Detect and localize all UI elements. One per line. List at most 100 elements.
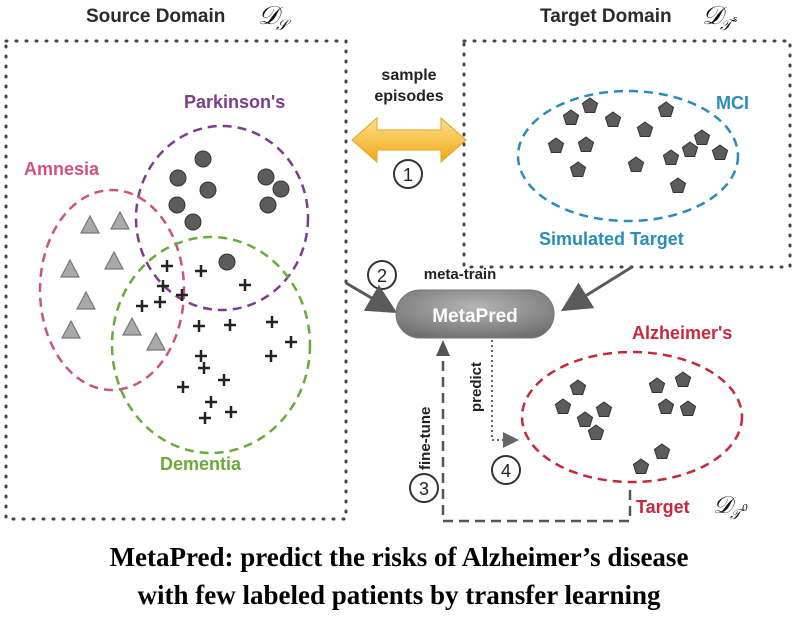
step-4-badge: 4 xyxy=(491,455,521,485)
amnesia-cluster xyxy=(38,188,186,392)
mci-point xyxy=(636,121,654,137)
metapred-node: MetaPred xyxy=(395,289,555,339)
alzheimers-cluster xyxy=(520,350,744,484)
sample-label-line2: episodes xyxy=(374,88,443,105)
parkinsons-point xyxy=(259,196,277,214)
dementia-point xyxy=(136,300,148,312)
source-domain-subscript: 𝒮 xyxy=(276,18,292,34)
fine-tune-label: fine-tune xyxy=(417,407,434,470)
dementia-point xyxy=(161,260,173,272)
amnesia-point xyxy=(146,331,166,351)
parkinsons-point xyxy=(168,196,186,214)
parkinsons-point xyxy=(169,169,187,187)
step-4-number: 4 xyxy=(501,461,511,481)
target-domain-box xyxy=(462,39,792,269)
dementia-label: Dementia xyxy=(160,454,242,474)
source-domain-box xyxy=(4,39,348,521)
dementia-points xyxy=(136,260,297,424)
mci-cluster xyxy=(516,89,740,223)
parkinsons-point xyxy=(194,150,212,168)
mci-point xyxy=(662,149,680,165)
target-to-metapred-arrow xyxy=(560,265,633,312)
mci-point xyxy=(577,136,595,152)
mci-label: MCI xyxy=(716,93,749,113)
predict-label: predict xyxy=(468,362,485,412)
alzheimers-point xyxy=(648,377,666,393)
fine-tune-arrowhead xyxy=(436,340,450,356)
parkinsons-point xyxy=(257,168,275,186)
step-1-badge: 1 xyxy=(393,159,423,189)
mci-point xyxy=(681,141,699,157)
source-domain-title-text: Source Domain xyxy=(86,6,225,27)
dementia-point xyxy=(195,350,207,362)
dementia-point xyxy=(205,396,217,408)
alzheimers-point xyxy=(576,411,594,427)
dementia-point xyxy=(266,316,278,328)
parkinsons-point xyxy=(218,253,236,271)
dementia-point xyxy=(177,381,189,393)
source-to-metapred-arrow xyxy=(345,281,398,314)
source-domain-title: Source Domain 𝒟 𝒮 xyxy=(86,1,292,34)
caption-line-2: with few labeled patients by transfer le… xyxy=(137,580,661,610)
dementia-point xyxy=(195,265,207,277)
simulated-target-label: Simulated Target xyxy=(539,229,684,249)
target-domain-superscript: s xyxy=(733,13,737,25)
dementia-point xyxy=(193,320,205,332)
step-1-number: 1 xyxy=(403,165,413,185)
parkinsons-point xyxy=(272,180,290,198)
target-symbol: 𝒟 𝒯 0 xyxy=(713,493,748,523)
target-symbol-superscript: 0 xyxy=(742,502,748,514)
parkinsons-label: Parkinson's xyxy=(184,92,285,112)
mci-point xyxy=(569,161,587,177)
dementia-point xyxy=(199,412,211,424)
alzheimers-point xyxy=(587,424,605,440)
mci-point xyxy=(604,111,622,127)
parkinsons-cluster xyxy=(134,124,310,312)
dementia-point xyxy=(154,296,166,308)
dementia-point xyxy=(198,362,210,374)
dementia-point xyxy=(285,336,297,348)
alzheimers-point xyxy=(674,371,692,387)
caption-line-1: MetaPred: predict the risks of Alzheimer… xyxy=(109,542,689,572)
step-3-number: 3 xyxy=(419,479,429,499)
amnesia-point xyxy=(60,258,80,278)
amnesia-point xyxy=(110,210,130,230)
dementia-point xyxy=(157,280,169,292)
alzheimers-point xyxy=(554,398,572,414)
parkinsons-point xyxy=(184,213,202,231)
amnesia-point xyxy=(61,319,81,339)
dementia-point xyxy=(176,289,188,301)
dementia-cluster xyxy=(110,235,312,455)
alzheimers-label: Alzheimer's xyxy=(632,323,732,343)
alzheimers-points xyxy=(554,371,697,474)
alzheimers-point xyxy=(632,458,650,474)
mci-point xyxy=(562,109,580,125)
mci-point xyxy=(581,97,599,113)
amnesia-label: Amnesia xyxy=(24,159,100,179)
alzheimers-point xyxy=(679,400,697,416)
target-domain-title: Target Domain 𝒟 𝒯 s xyxy=(540,1,737,34)
step-2-number: 2 xyxy=(377,266,387,286)
step-2-badge: 2 xyxy=(367,260,397,290)
sample-episodes-double-arrow xyxy=(351,116,467,164)
dementia-point xyxy=(225,406,237,418)
parkinsons-points xyxy=(168,150,290,271)
amnesia-point xyxy=(104,250,124,270)
dementia-point xyxy=(224,319,236,331)
meta-train-label: meta-train xyxy=(424,266,497,283)
mci-points xyxy=(547,97,729,193)
mci-point xyxy=(711,144,729,160)
target-label: Target xyxy=(636,497,690,517)
target-domain-title-text: Target Domain xyxy=(540,6,672,27)
alzheimers-point xyxy=(569,379,587,395)
mci-point xyxy=(693,129,711,145)
alzheimers-point xyxy=(657,398,675,414)
mci-point xyxy=(657,101,675,117)
dementia-point xyxy=(265,350,277,362)
mci-point xyxy=(627,156,645,172)
amnesia-point xyxy=(122,316,142,336)
dementia-point xyxy=(239,279,251,291)
alzheimers-point xyxy=(595,401,613,417)
parkinsons-point xyxy=(199,181,217,199)
